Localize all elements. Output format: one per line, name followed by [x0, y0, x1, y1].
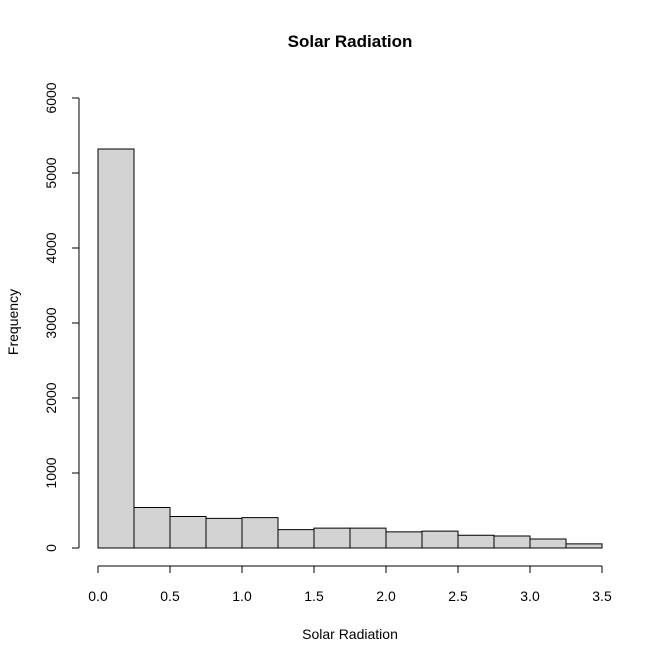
x-axis-label: Solar Radiation — [302, 626, 398, 642]
histogram-bar-11 — [493, 535, 531, 549]
histogram-bar-12 — [529, 538, 567, 549]
y-tick-label: 1000 — [43, 457, 59, 488]
y-tick-label: 3000 — [43, 307, 59, 338]
x-tick-label: 1.0 — [232, 588, 252, 604]
bars-group — [97, 148, 603, 549]
y-axis-label: Frequency — [5, 289, 21, 355]
histogram-bar-8 — [385, 531, 423, 549]
x-tick-label: 3.0 — [520, 588, 540, 604]
histogram-bar-6 — [313, 527, 351, 549]
y-tick-label: 5000 — [43, 157, 59, 188]
chart-title: Solar Radiation — [288, 32, 413, 51]
histogram-bar-0 — [97, 148, 135, 549]
x-tick-label: 0.0 — [88, 588, 108, 604]
histogram-bar-1 — [133, 507, 171, 549]
histogram-bar-9 — [421, 530, 459, 549]
y-tick-label: 6000 — [43, 82, 59, 113]
histogram-bar-7 — [349, 527, 387, 549]
x-tick-label: 0.5 — [160, 588, 180, 604]
x-tick-label: 2.0 — [376, 588, 396, 604]
histogram-bar-10 — [457, 534, 495, 549]
histogram-bar-13 — [565, 543, 603, 549]
histogram-bar-2 — [169, 516, 207, 549]
y-tick-label: 2000 — [43, 382, 59, 413]
y-axis: 0 1000 2000 3000 4000 5000 6000 — [43, 82, 80, 552]
histogram-bar-4 — [241, 517, 279, 549]
y-tick-label: 4000 — [43, 232, 59, 263]
histogram-bar-5 — [277, 529, 315, 549]
x-axis: 0.0 0.5 1.0 1.5 2.0 2.5 3.0 3.5 — [88, 565, 612, 604]
histogram-bar-3 — [205, 517, 243, 549]
x-tick-label: 1.5 — [304, 588, 324, 604]
y-tick-label: 0 — [43, 544, 59, 552]
x-tick-label: 3.5 — [592, 588, 612, 604]
x-tick-label: 2.5 — [448, 588, 468, 604]
